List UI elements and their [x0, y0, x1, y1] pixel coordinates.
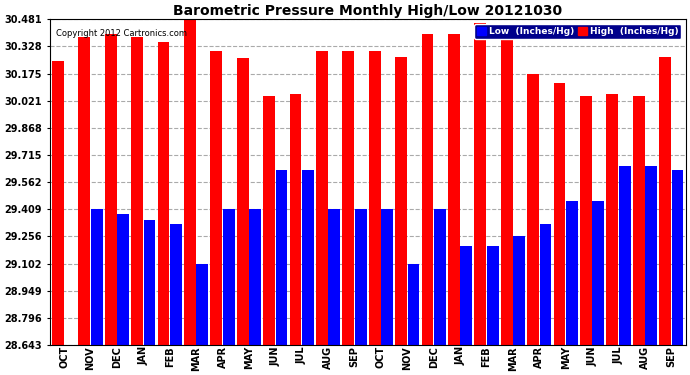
Bar: [237, 58, 248, 345]
Bar: [105, 33, 117, 345]
Bar: [223, 209, 235, 345]
Bar: [368, 51, 381, 345]
Bar: [316, 51, 328, 345]
Title: Barometric Pressure Monthly High/Low 20121030: Barometric Pressure Monthly High/Low 201…: [173, 4, 562, 18]
Bar: [460, 246, 472, 345]
Bar: [633, 96, 644, 345]
Bar: [249, 209, 261, 345]
Bar: [593, 201, 604, 345]
Bar: [566, 201, 578, 345]
Bar: [290, 94, 302, 345]
Bar: [170, 224, 182, 345]
Legend: Low  (Inches/Hg), High  (Inches/Hg): Low (Inches/Hg), High (Inches/Hg): [474, 24, 681, 39]
Bar: [659, 57, 671, 345]
Bar: [184, 20, 196, 345]
Bar: [553, 83, 565, 345]
Bar: [328, 209, 340, 345]
Bar: [275, 170, 288, 345]
Bar: [144, 220, 155, 345]
Bar: [527, 74, 539, 345]
Bar: [210, 51, 222, 345]
Bar: [395, 57, 407, 345]
Bar: [607, 93, 618, 345]
Bar: [197, 264, 208, 345]
Bar: [79, 37, 90, 345]
Bar: [540, 224, 551, 345]
Bar: [157, 42, 170, 345]
Bar: [434, 209, 446, 345]
Bar: [52, 62, 63, 345]
Bar: [131, 37, 143, 345]
Bar: [381, 209, 393, 345]
Bar: [580, 96, 592, 345]
Bar: [501, 33, 513, 345]
Bar: [645, 166, 657, 345]
Bar: [91, 209, 103, 345]
Bar: [671, 170, 684, 345]
Bar: [342, 51, 354, 345]
Bar: [474, 23, 486, 345]
Bar: [448, 33, 460, 345]
Bar: [302, 170, 314, 345]
Bar: [355, 209, 366, 345]
Bar: [513, 236, 525, 345]
Bar: [486, 246, 499, 345]
Bar: [263, 96, 275, 345]
Bar: [619, 166, 631, 345]
Bar: [408, 264, 420, 345]
Bar: [117, 214, 129, 345]
Bar: [422, 33, 433, 345]
Text: Copyright 2012 Cartronics.com: Copyright 2012 Cartronics.com: [56, 29, 187, 38]
